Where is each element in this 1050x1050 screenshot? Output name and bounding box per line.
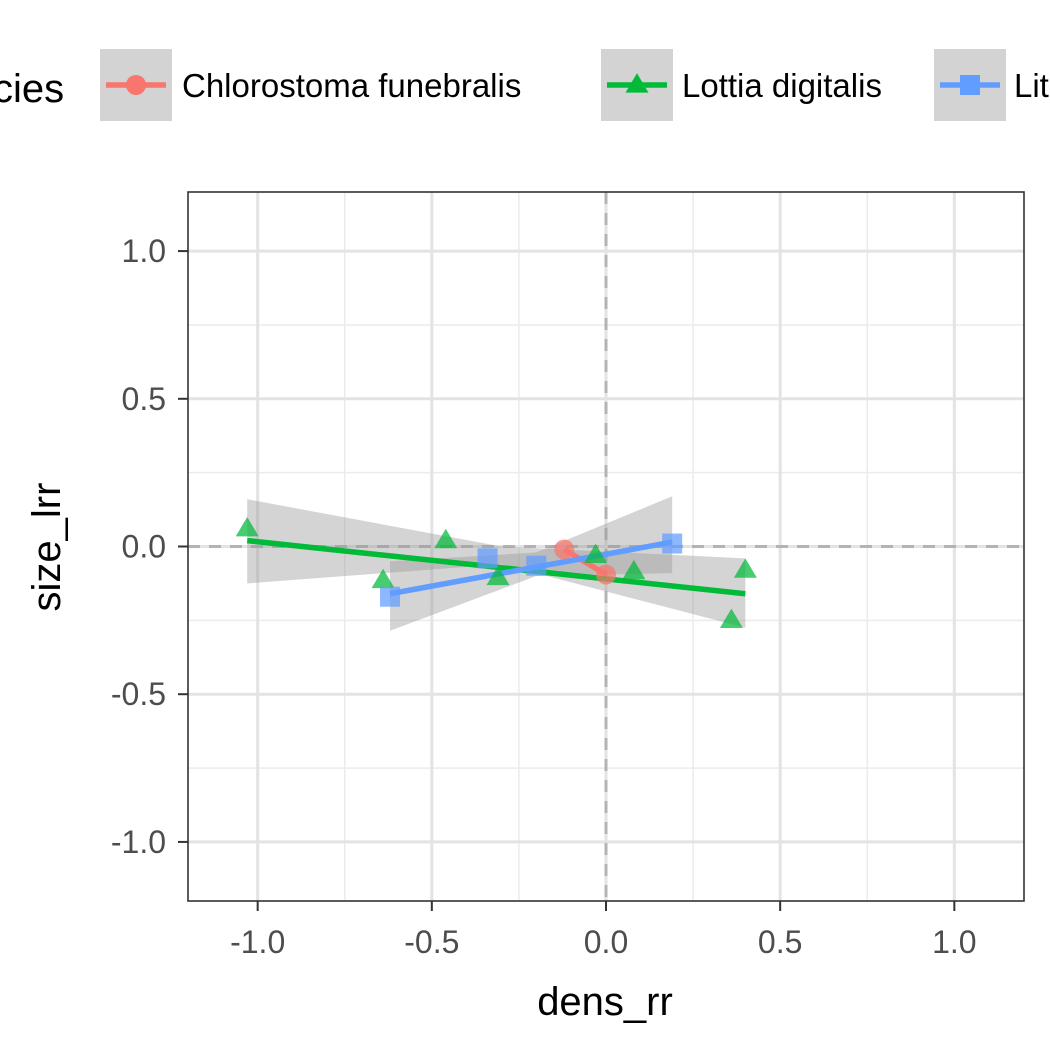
x-tick-label: -1.0 <box>230 924 285 960</box>
point-1-0 <box>235 516 259 537</box>
x-tick-label: -0.5 <box>404 924 459 960</box>
legend-key-marker-0 <box>126 75 146 95</box>
y-tick-label: 1.0 <box>122 233 166 269</box>
point-1-6 <box>719 608 743 628</box>
point-0-1 <box>596 564 616 585</box>
y-tick-label: -0.5 <box>111 676 166 712</box>
legend-label-1: Lottia digitalis <box>682 67 882 104</box>
legend-label-0: Chlorostoma funebralis <box>182 67 521 104</box>
legend: cies Chlorostoma funebralis Lottia digita… <box>0 49 1049 121</box>
point-1-3 <box>486 565 510 586</box>
legend-title: cies <box>0 67 64 111</box>
legend-label-2: Lit <box>1014 67 1049 104</box>
y-tick-label: 0.0 <box>122 529 166 565</box>
point-1-4 <box>584 543 608 563</box>
y-axis-title: size_lrr <box>25 483 69 612</box>
y-axis: -1.0 -0.5 0.0 0.5 1.0 <box>111 233 188 860</box>
reference-lines <box>188 192 1024 901</box>
x-tick-label: 0.0 <box>584 924 628 960</box>
point-1-5 <box>622 559 646 580</box>
x-axis: -1.0 -0.5 0.0 0.5 1.0 <box>230 901 977 960</box>
point-0-0 <box>554 539 575 560</box>
x-tick-label: 1.0 <box>932 924 976 960</box>
point-1-7 <box>733 558 757 578</box>
data-points <box>235 516 757 628</box>
point-2-0 <box>380 586 401 607</box>
plot-panel <box>187 191 1025 902</box>
y-tick-label: -1.0 <box>111 824 166 860</box>
point-2-2 <box>526 555 547 576</box>
point-1-2 <box>371 568 395 589</box>
legend-key-marker-2 <box>960 75 980 95</box>
legend-entries: Chlorostoma funebralis Lottia digitalis Li… <box>100 49 1049 121</box>
legend-key-marker-1 <box>625 73 649 93</box>
point-1-1 <box>434 528 458 549</box>
point-2-1 <box>477 548 498 569</box>
y-tick-label: 0.5 <box>122 381 166 417</box>
x-tick-label: 0.5 <box>758 924 802 960</box>
x-axis-title: dens_rr <box>537 980 673 1024</box>
point-2-3 <box>662 533 683 554</box>
